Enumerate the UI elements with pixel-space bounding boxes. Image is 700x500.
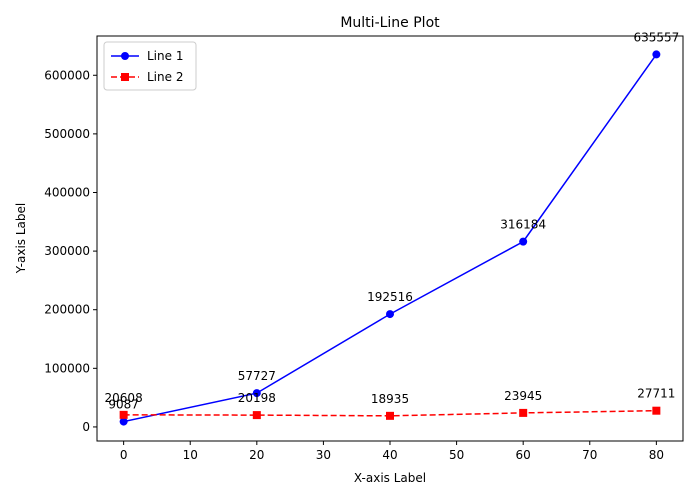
y-tick-label: 0 xyxy=(82,420,90,434)
legend: Line 1 Line 2 xyxy=(103,41,197,91)
x-tick-label: 50 xyxy=(449,448,464,462)
series-1-point xyxy=(386,310,394,319)
data-label: 192516 xyxy=(367,290,413,304)
x-tick-label: 60 xyxy=(516,448,531,462)
data-label: 27711 xyxy=(637,387,675,401)
plot-area: 9087 57727 192516 316184 635557 20608 20198 189… xyxy=(105,30,679,426)
series-1-point xyxy=(519,237,528,246)
series-line-1 xyxy=(123,53,657,423)
data-label: 635557 xyxy=(633,30,679,44)
series-2-point xyxy=(519,408,528,417)
data-label: 23945 xyxy=(504,389,542,403)
series-1-point xyxy=(652,50,661,59)
data-label: 57727 xyxy=(238,369,276,383)
legend-marker-2 xyxy=(121,73,129,81)
data-label: 20608 xyxy=(105,391,143,405)
legend-label-1: Line 1 xyxy=(147,49,183,63)
y-tick-label: 600000 xyxy=(44,68,90,82)
x-axis-label: X-axis Label xyxy=(354,471,426,485)
series-1-point xyxy=(252,389,261,398)
x-tick-label: 20 xyxy=(249,448,264,462)
y-tick-label: 500000 xyxy=(44,127,90,141)
legend-marker-1 xyxy=(121,52,129,60)
series-1-point xyxy=(119,417,128,426)
y-tick-label: 100000 xyxy=(44,361,90,375)
data-label: 9087 xyxy=(108,398,139,412)
series-2-point xyxy=(119,410,128,419)
x-tick-label: 30 xyxy=(316,448,331,462)
series-2-point xyxy=(386,411,394,420)
y-tick-label: 200000 xyxy=(44,303,90,317)
legend-label-2: Line 2 xyxy=(147,70,183,84)
data-label: 316184 xyxy=(500,218,546,232)
x-tick-label: 70 xyxy=(582,448,597,462)
y-tick-label: 300000 xyxy=(44,244,90,258)
x-tick-label: 0 xyxy=(120,448,128,462)
data-label: 18935 xyxy=(371,392,409,406)
x-tick-label: 80 xyxy=(649,448,664,462)
series-2-point xyxy=(652,406,661,415)
data-label: 20198 xyxy=(238,391,276,405)
chart-title: Multi-Line Plot xyxy=(340,15,440,31)
x-tick-label: 40 xyxy=(382,448,397,462)
series-2-point xyxy=(252,411,261,420)
y-tick-label: 400000 xyxy=(44,185,90,199)
y-axis-label: Y-axis Label xyxy=(14,203,28,274)
plot-frame xyxy=(96,35,684,442)
x-tick-label: 10 xyxy=(183,448,198,462)
